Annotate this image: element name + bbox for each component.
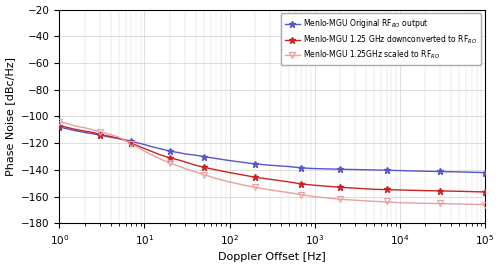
Line: Menlo-MGU 1.25 GHz downconverted to RF$_{RO}$: Menlo-MGU 1.25 GHz downconverted to RF$_…	[56, 122, 488, 195]
Menlo-MGU 1.25 GHz downconverted to RF$_{RO}$	[482, 190, 488, 193]
Menlo-MGU 1.25GHz scaled to RF$_{RO}$	[337, 198, 343, 201]
Menlo-MGU 1.25 GHz downconverted to RF$_{RO}$	[97, 133, 103, 136]
Menlo-MGU 1.25 GHz downconverted to RF$_{RO}$	[201, 166, 207, 169]
Menlo-MGU 1.25 GHz downconverted to RF$_{RO}$	[252, 176, 258, 179]
Menlo-MGU 1.25 GHz downconverted to RF$_{RO}$	[56, 124, 62, 127]
Y-axis label: Phase Noise [dBc/Hz]: Phase Noise [dBc/Hz]	[6, 57, 16, 176]
Menlo-MGU 1.25GHz scaled to RF$_{RO}$	[438, 202, 444, 205]
Menlo-MGU Original RF$_{RO}$ output	[384, 168, 390, 172]
Line: Menlo-MGU Original RF$_{RO}$ output: Menlo-MGU Original RF$_{RO}$ output	[56, 124, 488, 176]
Menlo-MGU Original RF$_{RO}$ output	[482, 171, 488, 174]
Menlo-MGU Original RF$_{RO}$ output	[298, 166, 304, 170]
Menlo-MGU Original RF$_{RO}$ output	[97, 133, 103, 137]
Menlo-MGU 1.25 GHz downconverted to RF$_{RO}$	[128, 142, 134, 145]
Menlo-MGU 1.25GHz scaled to RF$_{RO}$	[128, 142, 134, 146]
Menlo-MGU 1.25GHz scaled to RF$_{RO}$	[384, 200, 390, 203]
X-axis label: Doppler Offset [Hz]: Doppler Offset [Hz]	[218, 252, 326, 262]
Menlo-MGU 1.25 GHz downconverted to RF$_{RO}$	[167, 156, 173, 159]
Legend: Menlo-MGU Original RF$_{RO}$ output, Menlo-MGU 1.25 GHz downconverted to RF$_{RO: Menlo-MGU Original RF$_{RO}$ output, Men…	[280, 13, 481, 65]
Menlo-MGU Original RF$_{RO}$ output	[252, 162, 258, 166]
Menlo-MGU Original RF$_{RO}$ output	[438, 170, 444, 173]
Menlo-MGU 1.25 GHz downconverted to RF$_{RO}$	[298, 182, 304, 185]
Menlo-MGU 1.25GHz scaled to RF$_{RO}$	[252, 186, 258, 189]
Menlo-MGU 1.25 GHz downconverted to RF$_{RO}$	[384, 188, 390, 191]
Menlo-MGU Original RF$_{RO}$ output	[56, 125, 62, 129]
Menlo-MGU 1.25GHz scaled to RF$_{RO}$	[97, 130, 103, 133]
Menlo-MGU Original RF$_{RO}$ output	[337, 168, 343, 171]
Menlo-MGU 1.25 GHz downconverted to RF$_{RO}$	[337, 186, 343, 189]
Menlo-MGU 1.25GHz scaled to RF$_{RO}$	[482, 203, 488, 206]
Menlo-MGU 1.25 GHz downconverted to RF$_{RO}$	[438, 189, 444, 192]
Menlo-MGU 1.25GHz scaled to RF$_{RO}$	[298, 193, 304, 196]
Line: Menlo-MGU 1.25GHz scaled to RF$_{RO}$: Menlo-MGU 1.25GHz scaled to RF$_{RO}$	[56, 118, 488, 208]
Menlo-MGU 1.25GHz scaled to RF$_{RO}$	[167, 162, 173, 165]
Menlo-MGU 1.25GHz scaled to RF$_{RO}$	[201, 173, 207, 176]
Menlo-MGU Original RF$_{RO}$ output	[128, 140, 134, 143]
Menlo-MGU 1.25GHz scaled to RF$_{RO}$	[56, 120, 62, 124]
Menlo-MGU Original RF$_{RO}$ output	[201, 155, 207, 158]
Menlo-MGU Original RF$_{RO}$ output	[167, 150, 173, 153]
